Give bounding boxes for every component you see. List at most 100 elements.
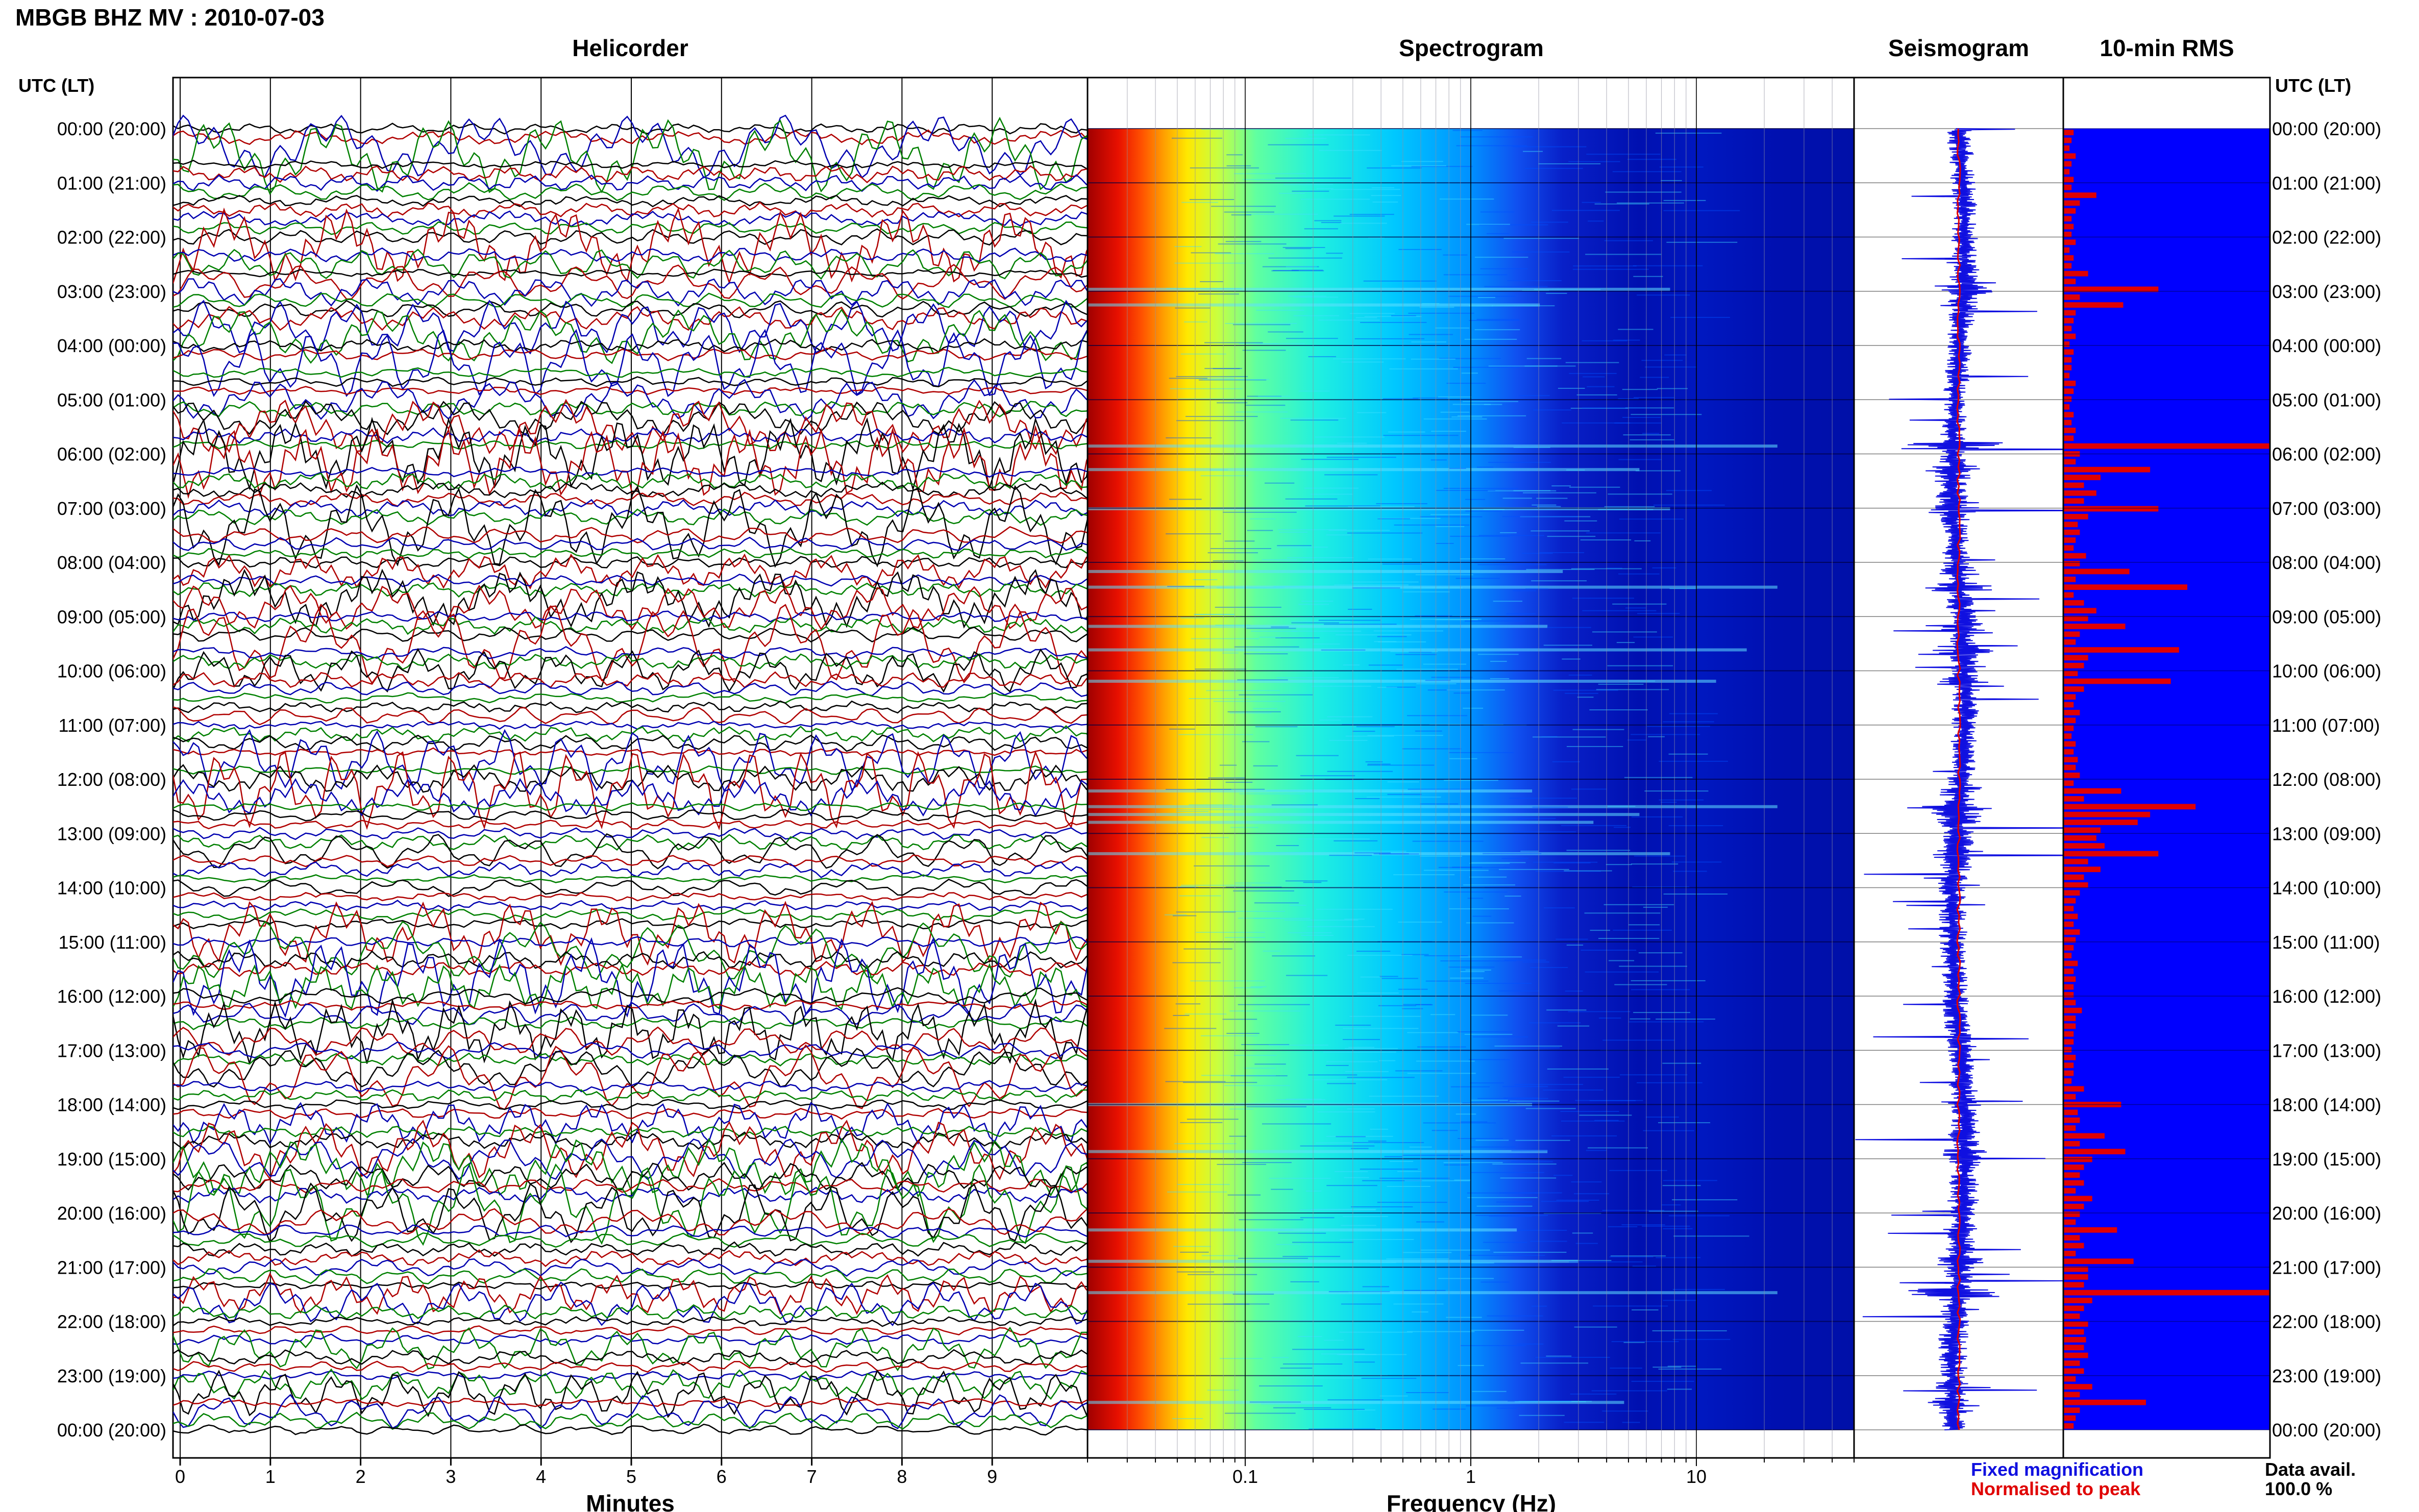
spectrogram-noise bbox=[1503, 1097, 1539, 1099]
helicorder-trace bbox=[173, 1398, 1088, 1408]
spectrogram-streak bbox=[1088, 1228, 1517, 1232]
spectrogram-noise bbox=[1469, 876, 1507, 878]
spectrogram-noise bbox=[1466, 1405, 1525, 1406]
spectrogram-noise bbox=[1480, 268, 1528, 269]
time-tick-right: 02:00 (22:00) bbox=[2272, 227, 2381, 248]
spectrogram-noise bbox=[1348, 1047, 1374, 1048]
time-tick-left: 14:00 (10:00) bbox=[57, 878, 166, 899]
helicorder-trace bbox=[173, 536, 1088, 551]
spectrogram-noise bbox=[1494, 1045, 1562, 1047]
spectrogram-noise bbox=[1277, 529, 1347, 530]
spectrogram-noise bbox=[1585, 254, 1662, 255]
spectrogram-noise bbox=[1532, 806, 1568, 808]
spectrogram-noise bbox=[1224, 1085, 1290, 1086]
rms-bar bbox=[2063, 1345, 2084, 1351]
spectrogram-noise bbox=[1427, 689, 1461, 691]
rms-bar bbox=[2063, 1360, 2080, 1366]
rms-bar bbox=[2063, 169, 2070, 175]
spectrogram-noise bbox=[1233, 173, 1306, 175]
spectrogram-noise bbox=[1170, 388, 1243, 389]
rms-bar bbox=[2063, 333, 2076, 339]
helicorder-trace bbox=[173, 809, 1088, 822]
spectrogram-noise bbox=[1368, 558, 1412, 560]
spectrogram-noise bbox=[1377, 1202, 1447, 1203]
spectrogram-noise bbox=[1311, 1208, 1376, 1210]
helicorder-trace bbox=[173, 207, 1088, 285]
spectrogram-noise bbox=[1343, 664, 1360, 666]
spectrogram-noise bbox=[1557, 1025, 1590, 1027]
spectrogram-noise bbox=[1237, 679, 1288, 681]
time-tick-right: 08:00 (04:00) bbox=[2272, 552, 2381, 573]
spectrogram-noise bbox=[1436, 490, 1496, 491]
time-tick-left: 17:00 (13:00) bbox=[57, 1040, 166, 1061]
spectrogram-noise bbox=[1561, 825, 1627, 826]
helicorder-trace bbox=[173, 653, 1088, 671]
rms-bar bbox=[2063, 475, 2101, 480]
spectrogram-noise bbox=[1175, 307, 1211, 309]
helicorder-trace bbox=[173, 1131, 1088, 1150]
spectrogram-noise bbox=[1269, 1178, 1331, 1179]
spectrogram-noise bbox=[1500, 1177, 1557, 1179]
rms-bar bbox=[2063, 1305, 2084, 1311]
rms-bar bbox=[2063, 1368, 2084, 1374]
spectrogram-noise bbox=[1508, 1400, 1572, 1402]
rms-bar bbox=[2063, 553, 2086, 559]
helicorder-trace bbox=[173, 568, 1088, 629]
spectrogram-noise bbox=[1430, 1014, 1455, 1015]
spectrogram-noise bbox=[1525, 1108, 1576, 1109]
spectrogram-noise bbox=[1266, 790, 1323, 791]
spectrogram-noise bbox=[1634, 540, 1651, 541]
spectrogram-noise bbox=[1572, 729, 1624, 730]
spectrogram-noise bbox=[1598, 938, 1660, 939]
helicorder-trace bbox=[173, 1258, 1088, 1277]
spectrogram-noise bbox=[1299, 1209, 1376, 1210]
spectrogram-noise bbox=[1362, 1180, 1422, 1181]
spectrogram-noise bbox=[1233, 987, 1263, 988]
spectrogram-noise bbox=[1362, 1286, 1390, 1287]
spectrogram-noise bbox=[1379, 1177, 1450, 1179]
helicorder-trace bbox=[173, 401, 1088, 417]
spectrogram-noise bbox=[1652, 1330, 1727, 1331]
spectrogram-noise bbox=[1176, 809, 1247, 810]
spectrogram-noise bbox=[1169, 378, 1208, 379]
spectrogram-noise bbox=[1386, 686, 1416, 688]
helicorder-trace bbox=[173, 221, 1088, 235]
spectrogram-noise bbox=[1327, 771, 1393, 772]
spectrogram-noise bbox=[1287, 557, 1354, 558]
time-tick-left: 03:00 (23:00) bbox=[57, 281, 166, 302]
spectrogram-noise bbox=[1291, 630, 1362, 632]
spectrogram-noise bbox=[1238, 918, 1281, 919]
rms-bar bbox=[2063, 772, 2080, 778]
time-tick-left: 12:00 (08:00) bbox=[57, 769, 166, 790]
helicorder-trace bbox=[173, 292, 1088, 309]
spectrogram-noise bbox=[1430, 459, 1447, 461]
spectrogram-noise bbox=[1535, 871, 1601, 872]
spectrogram-noise bbox=[1379, 976, 1398, 977]
spectrogram-noise bbox=[1321, 222, 1342, 224]
spectrogram-noise bbox=[1316, 908, 1393, 910]
time-tick-left: 07:00 (03:00) bbox=[57, 498, 166, 519]
spectrogram-noise bbox=[1324, 1340, 1344, 1341]
spectrogram-noise bbox=[1226, 154, 1243, 156]
time-tick-right: 07:00 (03:00) bbox=[2272, 498, 2381, 519]
spectrogram-noise bbox=[1348, 1292, 1394, 1293]
helicorder-trace bbox=[173, 499, 1088, 517]
spectrogram-noise bbox=[1283, 184, 1333, 185]
spectrogram-noise bbox=[1403, 1290, 1446, 1291]
helicorder-trace bbox=[173, 1360, 1088, 1373]
spectrogram-noise bbox=[1342, 1039, 1380, 1040]
spectrogram-noise bbox=[1397, 1171, 1422, 1172]
spectrogram-noise bbox=[1301, 934, 1334, 936]
spectrogram-noise bbox=[1398, 988, 1428, 990]
spectrogram-noise bbox=[1663, 1228, 1693, 1229]
spectrogram-noise bbox=[1577, 697, 1594, 698]
rms-bar bbox=[2063, 655, 2088, 661]
spectrogram-noise bbox=[1178, 734, 1253, 735]
spectrogram-noise bbox=[1666, 490, 1712, 491]
helicorder-trace bbox=[173, 1120, 1088, 1180]
spectrogram-noise bbox=[1179, 895, 1221, 897]
chart-title: MBGB BHZ MV : 2010-07-03 bbox=[15, 4, 325, 31]
spectrogram-noise bbox=[1628, 1021, 1704, 1023]
spectrogram-noise bbox=[1515, 1401, 1586, 1402]
spectrogram-noise bbox=[1547, 1068, 1609, 1070]
